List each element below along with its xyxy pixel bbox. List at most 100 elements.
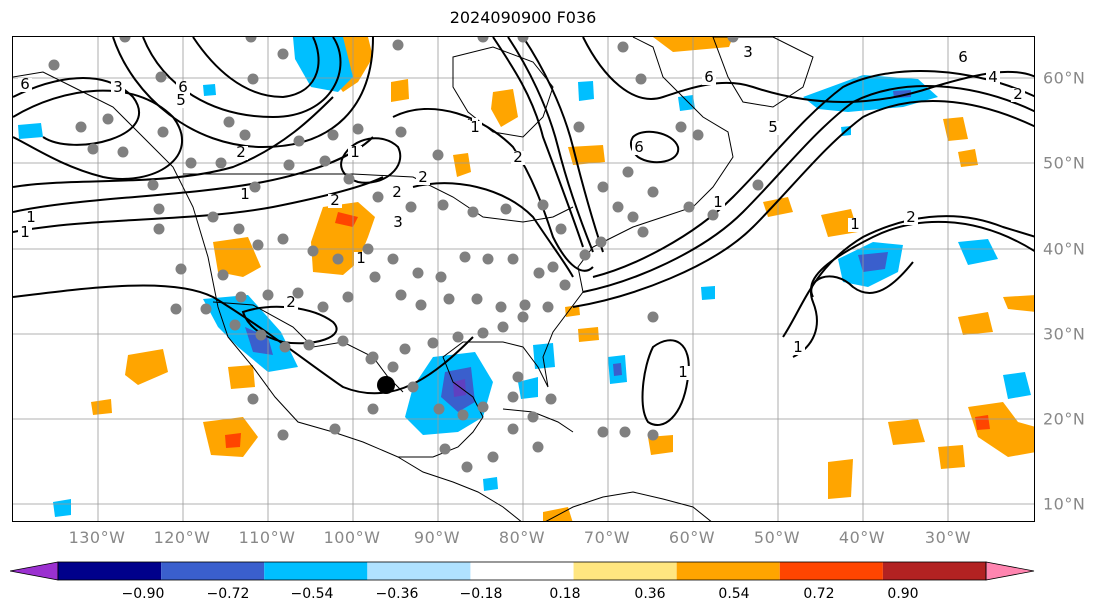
contour-line	[582, 84, 1034, 293]
station-marker	[405, 201, 417, 213]
lat-label: 10°N	[1043, 494, 1086, 514]
station-marker	[533, 267, 545, 279]
positive-anomaly-shading	[91, 37, 1034, 521]
station-marker	[619, 426, 631, 438]
station-marker	[727, 37, 739, 43]
colorbar-outline	[57, 561, 987, 581]
contour-label: 3	[743, 43, 753, 61]
station-marker	[229, 319, 241, 331]
station-markers	[48, 37, 764, 473]
station-marker	[432, 149, 444, 161]
station-marker	[495, 301, 507, 313]
station-marker	[245, 37, 257, 43]
contour-label: 2	[330, 191, 340, 209]
station-marker	[559, 279, 571, 291]
station-marker	[433, 403, 445, 415]
contour-line	[582, 37, 1034, 103]
station-marker	[437, 199, 449, 211]
station-marker	[675, 121, 687, 133]
contour-label: 6	[20, 75, 30, 93]
station-marker	[467, 206, 479, 218]
station-marker	[477, 401, 489, 413]
contour-label-background	[848, 218, 862, 232]
contour-label: 3	[113, 78, 123, 96]
station-marker	[527, 411, 539, 423]
graticule	[13, 37, 1034, 521]
station-marker	[439, 443, 451, 455]
negative-region	[678, 95, 695, 111]
station-marker	[327, 129, 339, 141]
contour-label: 2	[286, 293, 296, 311]
contour-label: 1	[713, 193, 723, 211]
coastline-south-america	[545, 491, 712, 521]
colorbar-segment	[676, 562, 780, 580]
station-marker	[317, 301, 329, 313]
colorbar-segment	[882, 562, 986, 580]
station-marker	[369, 271, 381, 283]
negative-region	[858, 252, 888, 272]
highlight-marker	[377, 376, 395, 394]
station-marker	[48, 59, 60, 71]
positive-region	[91, 399, 112, 415]
contour-line	[572, 99, 1034, 308]
contour-label-background	[348, 146, 362, 160]
station-marker	[517, 311, 529, 323]
station-marker	[153, 203, 165, 215]
contour-label: 2	[906, 208, 916, 226]
station-marker	[555, 223, 567, 235]
negative-region	[701, 286, 715, 300]
negative-region	[53, 499, 71, 517]
station-marker	[573, 121, 585, 133]
station-marker	[415, 299, 427, 311]
negative-region	[453, 379, 466, 397]
contour-label: 6	[178, 78, 188, 96]
colorbar-segment	[573, 562, 677, 580]
station-marker	[497, 321, 509, 333]
positive-region	[975, 415, 990, 430]
contour-label-background	[174, 94, 188, 108]
contour-label-background	[741, 46, 755, 60]
contour-line	[192, 37, 320, 99]
lon-label: 30°W	[924, 528, 972, 547]
station-marker	[617, 41, 629, 53]
station-marker	[622, 166, 634, 178]
contour-line	[782, 215, 1034, 338]
contour-line	[13, 77, 141, 146]
positive-region	[565, 305, 580, 317]
contour-label: 6	[634, 138, 644, 156]
station-marker	[235, 291, 247, 303]
contour-label-background	[416, 171, 430, 185]
station-marker	[157, 126, 169, 138]
contour-label: 5	[176, 91, 186, 109]
station-marker	[343, 173, 355, 185]
station-marker	[487, 451, 499, 463]
contour-label-background	[391, 216, 405, 230]
lat-label: 20°N	[1043, 409, 1086, 429]
contour-label: 2	[1013, 85, 1023, 103]
map-canvas: 636512123122126361156421211211	[13, 37, 1034, 521]
colorbar-tick-label: −0.18	[459, 586, 503, 602]
station-marker	[459, 251, 471, 263]
lon-label: 130°W	[68, 528, 126, 547]
contour-label-background	[632, 141, 646, 155]
station-marker	[519, 299, 531, 311]
station-marker	[395, 126, 407, 138]
station-marker	[175, 263, 187, 275]
lat-label: 50°N	[1043, 153, 1086, 173]
contour-line	[507, 37, 594, 253]
contour-line	[492, 37, 584, 248]
negative-region	[613, 363, 622, 376]
lon-label: 70°W	[583, 528, 631, 547]
station-marker	[647, 311, 659, 323]
station-marker	[303, 339, 315, 351]
contour-label-background	[766, 121, 780, 135]
positive-region	[213, 237, 261, 277]
station-marker	[277, 233, 289, 245]
station-marker	[233, 223, 245, 235]
contour-label-background	[956, 51, 970, 65]
station-marker	[255, 329, 267, 341]
contour-label: 1	[356, 249, 366, 267]
negative-region	[18, 123, 43, 139]
contour-label: 2	[418, 168, 428, 186]
positive-region	[225, 433, 241, 448]
